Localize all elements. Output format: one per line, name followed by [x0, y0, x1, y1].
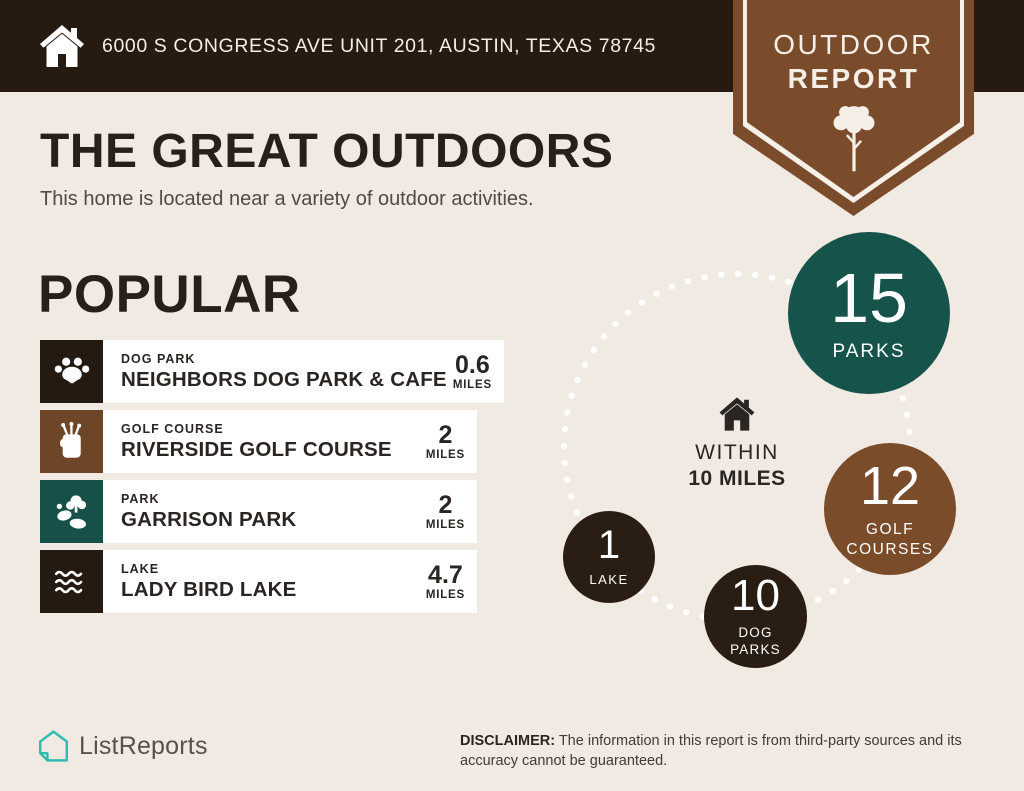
item-name: GARRISON PARK: [121, 507, 297, 531]
item-name: RIVERSIDE GOLF COURSE: [121, 437, 392, 461]
paw-icon: [40, 340, 103, 403]
bubble-label: PARKS: [832, 340, 906, 362]
item-distance: 0.6 MILES: [452, 350, 492, 391]
bubble-value: 12: [859, 456, 921, 517]
list-item-lake: LAKE LADY BIRD LAKE 4.7 MILES: [40, 550, 477, 613]
property-address: 6000 S CONGRESS AVE UNIT 201, AUSTIN, TE…: [102, 34, 656, 57]
disclaimer-label: DISCLAIMER:: [460, 733, 556, 749]
within-distance: 10 MILES: [688, 467, 786, 490]
popular-heading: POPULAR: [38, 265, 301, 324]
list-item-dog-park: DOG PARK NEIGHBORS DOG PARK & CAFE 0.6 M…: [40, 340, 504, 403]
tree-icon: [833, 106, 874, 172]
bubble-lake: 1 LAKE: [563, 511, 655, 603]
list-card: DOG PARK NEIGHBORS DOG PARK & CAFE 0.6 M…: [103, 340, 504, 403]
page-subtitle: This home is located near a variety of o…: [40, 188, 534, 210]
home-icon: [719, 397, 755, 431]
brand-name: ListReports: [79, 731, 208, 760]
bubble-label: DOG PARKS: [730, 625, 781, 657]
popular-list: DOG PARK NEIGHBORS DOG PARK & CAFE 0.6 M…: [40, 340, 504, 620]
item-category: LAKE: [121, 561, 160, 576]
list-card: PARK GARRISON PARK 2 MILES: [103, 480, 477, 543]
bubble-value: 15: [830, 258, 908, 337]
bubble-dog-parks: 10 DOG PARKS: [704, 565, 807, 668]
golf-bag-icon: [40, 410, 103, 473]
disclaimer-text: DISCLAIMER: The information in this repo…: [460, 733, 962, 769]
bubble-value: 1: [597, 523, 621, 568]
item-distance: 4.7 MILES: [425, 560, 465, 601]
bubble-parks: 15 PARKS: [788, 232, 950, 394]
listreports-logo: ListReports: [38, 729, 208, 763]
item-category: GOLF COURSE: [121, 421, 224, 436]
ribbon-title-line2: REPORT: [787, 63, 920, 94]
ribbon-title-line1: OUTDOOR: [773, 29, 934, 60]
bubble-value: 10: [731, 571, 780, 621]
item-category: DOG PARK: [121, 351, 196, 366]
within-label: WITHIN: [695, 441, 779, 464]
bubble-label: LAKE: [589, 572, 629, 588]
home-icon: [40, 25, 84, 67]
item-name: NEIGHBORS DOG PARK & CAFE: [121, 367, 447, 391]
item-category: PARK: [121, 491, 160, 506]
item-name: LADY BIRD LAKE: [121, 577, 297, 601]
radius-center: WITHIN 10 MILES: [652, 396, 822, 491]
waves-icon: [40, 550, 103, 613]
list-card: LAKE LADY BIRD LAKE 4.7 MILES: [103, 550, 477, 613]
item-distance: 2 MILES: [425, 490, 465, 531]
list-item-park: PARK GARRISON PARK 2 MILES: [40, 480, 477, 543]
item-distance: 2 MILES: [425, 420, 465, 461]
outdoor-report-ribbon: OUTDOOR REPORT: [733, 0, 974, 216]
list-item-golf-course: GOLF COURSE RIVERSIDE GOLF COURSE 2 MILE…: [40, 410, 477, 473]
bubble-golf-courses: 12 GOLF COURSES: [824, 443, 956, 575]
list-card: GOLF COURSE RIVERSIDE GOLF COURSE 2 MILE…: [103, 410, 477, 473]
bubble-label: GOLF COURSES: [846, 521, 934, 558]
listreports-logo-icon: [38, 730, 69, 762]
page-title: THE GREAT OUTDOORS: [40, 125, 614, 178]
park-tree-icon: [40, 480, 103, 543]
